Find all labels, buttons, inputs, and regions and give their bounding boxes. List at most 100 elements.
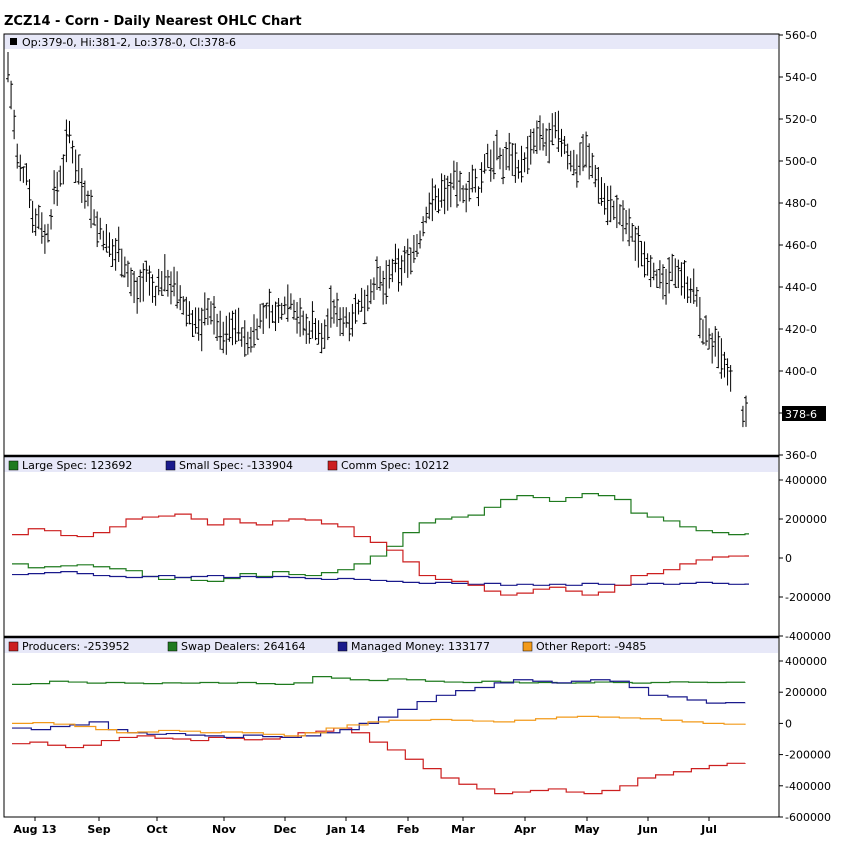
price-y-tick-label: 500-0 — [785, 155, 817, 168]
ohlc-bar — [482, 153, 487, 174]
ohlc-bar — [113, 238, 118, 271]
ohlc-bar — [52, 170, 57, 205]
ohlc-bar — [541, 123, 546, 151]
ohlc-bar — [341, 307, 346, 337]
ohlc-bar — [676, 259, 681, 289]
legend-entry: Managed Money: 133177 — [351, 640, 490, 653]
ohlc-bar — [261, 302, 266, 334]
ohlc-bar — [224, 315, 229, 355]
ohlc-bar — [328, 285, 333, 328]
ohlc-bar — [230, 310, 235, 346]
ohlc-bar — [129, 267, 133, 297]
ohlc-bar — [64, 119, 69, 163]
ohlc-bar — [513, 143, 518, 183]
ohlc-bar — [550, 113, 555, 146]
legend-swatch — [165, 460, 176, 471]
ohlc-bar — [205, 298, 210, 326]
ohlc-bar — [270, 304, 275, 324]
report-y-axis: 400000 200000 0 -200000 -400000 -600000 — [779, 655, 831, 824]
ohlc-bar — [691, 268, 696, 304]
ohlc-bar — [215, 313, 220, 341]
ohlc-bar — [116, 226, 121, 263]
ohlc-bar — [39, 212, 44, 244]
ohlc-bar — [608, 185, 613, 223]
price-legend-text: Op:379-0, Hi:381-2, Lo:378-0, Cl:378-6 — [22, 36, 236, 49]
ohlc-bar — [76, 154, 81, 185]
ohlc-bar — [454, 162, 459, 208]
ohlc-bar — [162, 254, 167, 292]
ohlc-bar — [119, 248, 124, 278]
ohlc-bar — [242, 320, 247, 357]
ohlc-bar — [73, 149, 78, 183]
ohlc-bar — [688, 278, 693, 304]
legend-swatch — [327, 460, 338, 471]
ohlc-bar — [704, 315, 709, 346]
last-price-badge — [782, 406, 826, 421]
ohlc-bar — [590, 152, 595, 179]
series-line — [12, 715, 746, 737]
x-tick-label: Mar — [451, 823, 475, 836]
series-line — [12, 493, 749, 582]
x-tick-label: Nov — [212, 823, 237, 836]
ohlc-bar — [49, 209, 54, 230]
series-line — [12, 571, 749, 586]
ohlc-bar — [510, 143, 515, 176]
price-y-tick-label: 520-0 — [785, 113, 817, 126]
x-tick-label: Jan 14 — [326, 823, 366, 836]
ohlc-bar — [627, 208, 632, 247]
ohlc-bar — [295, 302, 300, 334]
ohlc-bar — [353, 293, 358, 324]
ohlc-bar — [359, 287, 364, 312]
ohlc-bar — [82, 180, 87, 209]
ohlc-bar — [288, 293, 293, 310]
legend-entry: Producers: -253952 — [22, 640, 130, 653]
ohlc-bar — [331, 299, 336, 324]
y-tick-label: 0 — [785, 717, 792, 730]
ohlc-bar — [433, 184, 438, 211]
ohlc-bar — [525, 136, 530, 175]
series-line — [12, 676, 746, 685]
price-panel: Op:379-0, Hi:381-2, Lo:378-0, Cl:378-6 5… — [4, 29, 826, 462]
ohlc-bar — [479, 162, 484, 193]
ohlc-bar — [522, 152, 527, 173]
ohlc-bar — [528, 129, 533, 165]
ohlc-bar — [218, 310, 223, 350]
ohlc-bar — [614, 194, 619, 229]
legend-entry: Small Spec: -133904 — [179, 459, 293, 472]
ohlc-bar — [602, 183, 607, 215]
x-axis: Aug 13 Sep Oct Nov Dec Jan 14 Feb Mar Apr May Jun J… — [13, 817, 717, 836]
ohlc-bar — [393, 243, 398, 273]
ohlc-bar — [577, 142, 582, 176]
ohlc-bar — [565, 143, 570, 170]
ohlc-bar — [537, 115, 542, 151]
ohlc-bar — [184, 296, 189, 327]
ohlc-bar — [307, 320, 312, 344]
ohlc-bar — [227, 312, 232, 342]
ohlc-bar — [181, 296, 186, 315]
ohlc-bar — [282, 296, 287, 315]
ohlc-bar — [156, 268, 161, 296]
ohlc-bar — [375, 256, 379, 291]
ohlc-bar — [719, 338, 724, 379]
ohlc-bar — [338, 307, 343, 337]
spec-lines — [12, 493, 749, 596]
ohlc-bar — [605, 185, 610, 226]
x-tick-label: Jun — [637, 823, 658, 836]
ohlc-bar — [178, 285, 183, 311]
ohlc-bar — [255, 318, 260, 340]
x-tick-label: Aug 13 — [13, 823, 56, 836]
ohlc-bar — [424, 206, 429, 224]
ohlc-bar — [408, 247, 413, 275]
ohlc-bar — [411, 235, 416, 263]
ohlc-bar — [448, 173, 453, 208]
ohlc-bar — [713, 326, 718, 357]
ohlc-bar — [264, 302, 269, 319]
ohlc-bar — [384, 260, 389, 305]
ohlc-bar — [599, 177, 604, 206]
ohlc-bar — [316, 320, 321, 345]
ohlc-bar — [427, 192, 432, 220]
report-legend: Producers: -253952 Swap Dealers: 264164 Ma… — [8, 640, 646, 653]
ohlc-bar — [221, 321, 226, 354]
ohlc-bar — [110, 239, 115, 267]
price-bars — [6, 51, 748, 428]
